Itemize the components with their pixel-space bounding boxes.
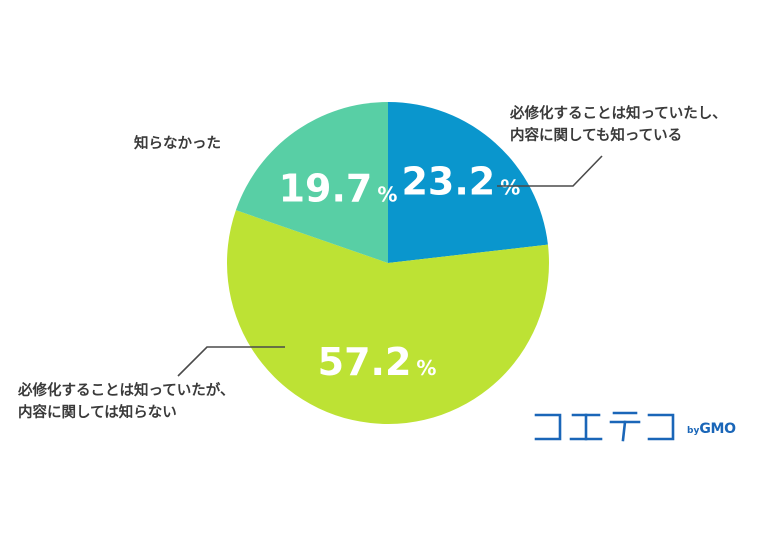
logo-byline: byGMO [687, 418, 736, 437]
logo-by-text: by [687, 426, 700, 436]
slice-percent-unit: % [377, 182, 397, 206]
slice-label-line: 必修化することは知っていたが、 [18, 383, 235, 399]
slice-percent-knows-mandate-only: 57.2% [318, 340, 437, 384]
koeteco-logo-mark [534, 411, 675, 442]
slice-percent-did-not-know: 19.7% [279, 166, 398, 210]
koeteco-logo: byGMO [533, 405, 736, 445]
logo-glyph-ko-2 [647, 413, 675, 441]
leader-line-knows-both [497, 155, 603, 187]
pie-slice-knows-mandate-only [226, 210, 549, 425]
pie-slice-did-not-know [235, 102, 388, 263]
slice-label-did-not-know: 知らなかった [134, 133, 221, 155]
logo-gmo-text: GMO [699, 421, 736, 437]
slice-label-line: 知らなかった [134, 136, 221, 152]
slice-percent-value: 57.2 [318, 340, 412, 384]
slice-label-line: 内容に関しては知らない [18, 405, 177, 421]
pie-slice-knows-both [388, 102, 548, 263]
logo-glyph-te-stem [621, 420, 627, 442]
slice-percent-value: 19.7 [279, 166, 373, 210]
slice-label-knows-both: 必修化することは知っていたし、 内容に関しても知っている [510, 103, 727, 147]
slice-percent-unit: % [416, 356, 436, 380]
slice-percent-unit: % [500, 175, 520, 199]
logo-glyph-ko [534, 413, 562, 441]
leader-line-knows-mandate-only [177, 346, 285, 377]
slice-label-line: 必修化することは知っていたし、 [510, 106, 727, 122]
slice-label-knows-mandate-only: 必修化することは知っていたが、 内容に関しては知らない [18, 380, 234, 424]
slice-label-line: 内容に関しても知っている [510, 128, 683, 144]
slice-percent-value: 23.2 [401, 159, 495, 203]
slice-percent-knows-both: 23.2% [401, 159, 520, 203]
